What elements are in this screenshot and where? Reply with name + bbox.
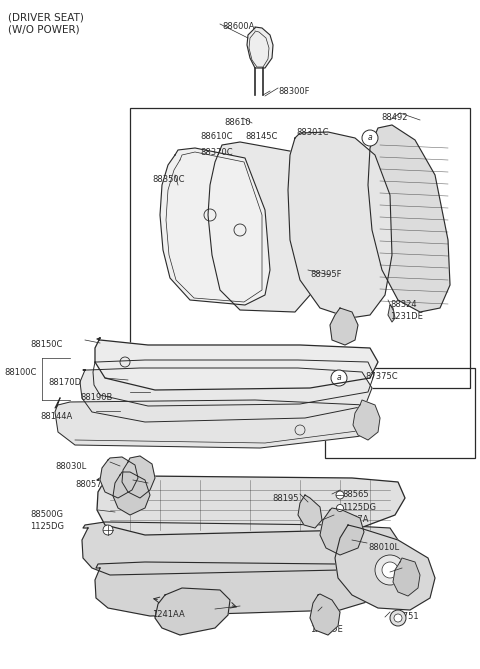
Text: 1229DE: 1229DE bbox=[310, 625, 343, 634]
Text: 88492: 88492 bbox=[381, 113, 408, 122]
Polygon shape bbox=[95, 338, 378, 390]
Text: 88565: 88565 bbox=[342, 490, 369, 499]
Polygon shape bbox=[393, 558, 420, 596]
Text: 88145C: 88145C bbox=[245, 132, 277, 141]
Text: 88150C: 88150C bbox=[30, 340, 62, 349]
Circle shape bbox=[103, 525, 113, 535]
Text: 88010L: 88010L bbox=[368, 543, 399, 552]
Text: 88350C: 88350C bbox=[152, 175, 184, 184]
Text: 88300F: 88300F bbox=[278, 87, 310, 96]
Circle shape bbox=[336, 491, 344, 499]
Text: (DRIVER SEAT): (DRIVER SEAT) bbox=[8, 12, 84, 22]
Text: 88370C: 88370C bbox=[200, 148, 233, 157]
Text: 88024: 88024 bbox=[310, 612, 336, 621]
Circle shape bbox=[362, 130, 378, 146]
Text: 88170D: 88170D bbox=[48, 378, 81, 387]
Polygon shape bbox=[97, 476, 405, 535]
Text: 88067A: 88067A bbox=[336, 515, 369, 524]
Polygon shape bbox=[310, 594, 340, 635]
Circle shape bbox=[390, 610, 406, 626]
Circle shape bbox=[331, 370, 347, 386]
Text: 88395F: 88395F bbox=[310, 270, 341, 279]
Text: 88324: 88324 bbox=[390, 300, 417, 309]
Polygon shape bbox=[80, 368, 372, 422]
Polygon shape bbox=[353, 400, 380, 440]
Polygon shape bbox=[368, 125, 450, 312]
Polygon shape bbox=[298, 495, 322, 528]
Text: 1231DE: 1231DE bbox=[390, 312, 423, 321]
Polygon shape bbox=[388, 305, 395, 322]
Text: a: a bbox=[336, 373, 341, 383]
Polygon shape bbox=[82, 522, 398, 575]
Polygon shape bbox=[160, 148, 270, 305]
Circle shape bbox=[382, 562, 398, 578]
Polygon shape bbox=[335, 525, 435, 610]
Polygon shape bbox=[100, 457, 138, 498]
Text: 88610: 88610 bbox=[224, 118, 251, 127]
Text: 88100C: 88100C bbox=[4, 368, 36, 377]
Bar bbox=[130, 108, 470, 388]
Text: 88190B: 88190B bbox=[80, 393, 112, 402]
Polygon shape bbox=[208, 142, 312, 312]
Text: 1125DG: 1125DG bbox=[342, 503, 376, 512]
Text: 88057A: 88057A bbox=[75, 480, 108, 489]
Polygon shape bbox=[330, 308, 358, 345]
Circle shape bbox=[336, 504, 344, 512]
Polygon shape bbox=[122, 456, 155, 498]
Circle shape bbox=[375, 555, 405, 585]
Text: 88301C: 88301C bbox=[296, 128, 328, 137]
Text: (W/O POWER): (W/O POWER) bbox=[8, 25, 80, 35]
Text: 88195: 88195 bbox=[272, 494, 299, 503]
Polygon shape bbox=[247, 27, 273, 68]
Circle shape bbox=[394, 614, 402, 622]
Text: 88600A: 88600A bbox=[222, 22, 254, 31]
Text: 88500G: 88500G bbox=[30, 510, 63, 519]
Text: 1125DG: 1125DG bbox=[30, 522, 64, 531]
Text: 1241AA: 1241AA bbox=[152, 610, 185, 619]
Bar bbox=[325, 368, 475, 458]
Text: a: a bbox=[368, 134, 372, 142]
Polygon shape bbox=[55, 398, 378, 448]
Polygon shape bbox=[320, 508, 364, 555]
Polygon shape bbox=[95, 562, 390, 616]
Polygon shape bbox=[155, 588, 230, 635]
Text: 88610C: 88610C bbox=[200, 132, 232, 141]
Text: 88751: 88751 bbox=[392, 612, 419, 621]
Polygon shape bbox=[288, 132, 392, 318]
Text: 88144A: 88144A bbox=[40, 412, 72, 421]
Text: 87375C: 87375C bbox=[365, 372, 397, 381]
Text: 88030L: 88030L bbox=[55, 462, 86, 471]
Polygon shape bbox=[113, 472, 150, 515]
Text: 88053: 88053 bbox=[392, 572, 419, 581]
